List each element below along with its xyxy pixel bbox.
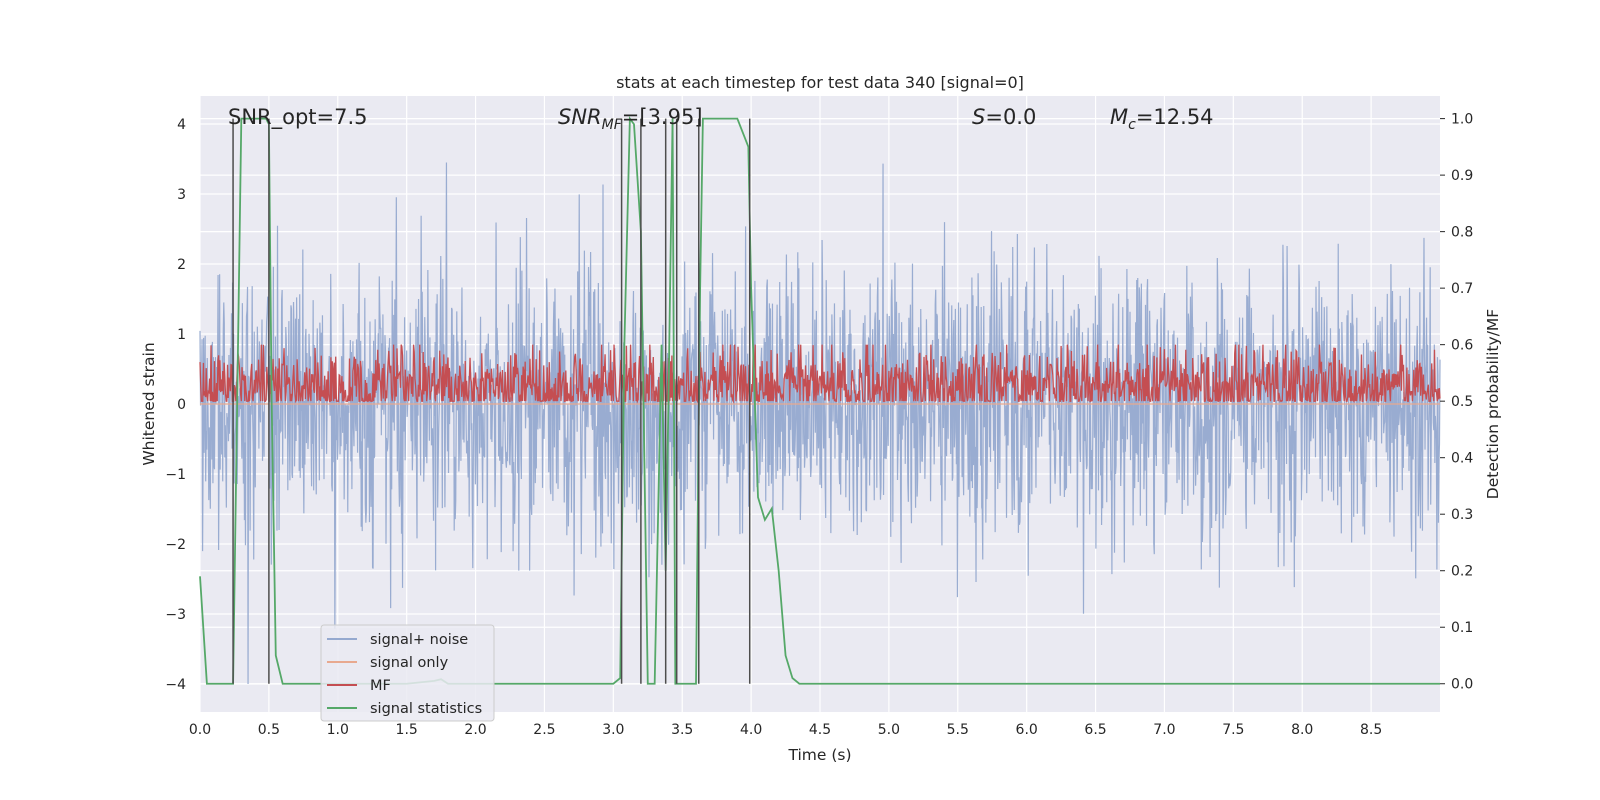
axes: 0.0 0.5 1.0 1.5 2.0 2.5 3.0 3.5 4.0 4.5 5.0 5.5 6.0 6… (165, 112, 1473, 738)
y-left-tick-label: −3 (165, 607, 186, 623)
legend-label: signal+ noise (370, 632, 468, 648)
snr-opt-annotation: SNR_opt=7.5 (228, 105, 368, 130)
legend-box (320, 624, 495, 722)
series-line (199, 115, 1440, 685)
legend-label: MF (370, 678, 391, 694)
y-left-tick-label: 1 (177, 327, 186, 343)
mc-value: =12.54 (1136, 105, 1214, 129)
snr-mf-symbol: SNR (558, 105, 602, 129)
y-axis-right-label: Detection probability/MF (1484, 309, 1502, 500)
x-tick-label: 2.5 (533, 722, 555, 738)
y-right-tick-label: 0.6 (1451, 338, 1473, 354)
y-left-tick-label: 4 (177, 117, 186, 133)
y-right-tick-label: 0.7 (1451, 281, 1473, 297)
y-right-tick-label: 0.0 (1451, 677, 1473, 693)
plot-content (199, 115, 1441, 685)
snr-mf-annotation: SNRMF=[3.95] (558, 105, 703, 133)
x-tick-label: 7.5 (1222, 722, 1244, 738)
y-left-tick-label: −2 (165, 537, 186, 553)
x-tick-label: 8.5 (1360, 722, 1382, 738)
y-right-tick-label: 0.9 (1451, 168, 1473, 184)
y-right-tick-label: 0.5 (1451, 394, 1473, 410)
x-tick-label: 7.0 (1153, 722, 1175, 738)
y-left-tick-label: 3 (177, 187, 186, 203)
s-value: =0.0 (985, 105, 1036, 129)
x-tick-label: 5.0 (878, 722, 900, 738)
x-tick-label: 3.5 (671, 722, 693, 738)
x-tick-label: 4.0 (740, 722, 762, 738)
snr-mf-value: =[3.95] (622, 105, 703, 129)
x-tick-label: 3.0 (602, 722, 624, 738)
y-right-tick-label: 0.3 (1451, 507, 1473, 523)
x-tick-label: 5.5 (947, 722, 969, 738)
legend: signal+ noise signal only MF signal statist… (320, 624, 495, 722)
legend-label: signal only (370, 655, 449, 671)
y-axis-left-label: Whitened strain (140, 342, 158, 465)
series-line (199, 344, 1441, 404)
y-right-tick-label: 0.8 (1451, 225, 1473, 241)
y-left-tick-label: −1 (165, 467, 186, 483)
series-line (199, 162, 1441, 685)
mc-annotation: Mc=12.54 (1110, 105, 1214, 133)
y-right-tick-label: 1.0 (1451, 112, 1473, 128)
y-left-tick-label: 0 (177, 397, 186, 413)
y-left-tick-label: 2 (177, 257, 186, 273)
y-right-tick-label: 0.1 (1451, 620, 1473, 636)
x-tick-label: 1.5 (396, 722, 418, 738)
x-tick-label: 4.5 (809, 722, 831, 738)
snr-mf-subscript: MF (602, 117, 623, 133)
x-tick-label: 6.0 (1016, 722, 1038, 738)
mc-symbol: M (1110, 105, 1128, 129)
x-tick-label: 1.0 (327, 722, 349, 738)
mc-subscript: c (1128, 117, 1136, 133)
s-annotation: S=0.0 (972, 105, 1036, 129)
y-left-tick-label: −4 (165, 677, 186, 693)
legend-label: signal statistics (370, 701, 482, 717)
y-right-tick-label: 0.4 (1451, 451, 1473, 467)
s-symbol: S (972, 105, 985, 129)
y-right-tick-label: 0.2 (1451, 564, 1473, 580)
x-tick-label: 0.5 (258, 722, 280, 738)
x-tick-label: 2.0 (464, 722, 486, 738)
x-axis-label: Time (s) (787, 746, 851, 764)
x-tick-label: 6.5 (1084, 722, 1106, 738)
chart-title: stats at each timestep for test data 340… (616, 73, 1024, 92)
x-tick-label: 8.0 (1291, 722, 1313, 738)
x-tick-label: 0.0 (189, 722, 211, 738)
